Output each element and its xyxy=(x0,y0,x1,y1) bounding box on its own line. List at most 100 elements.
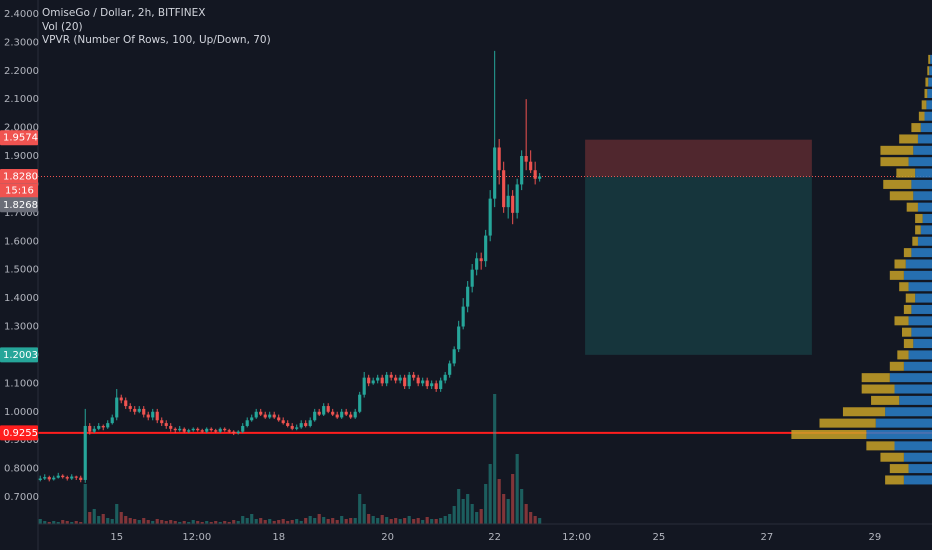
profile-down xyxy=(903,248,912,258)
profile-down xyxy=(911,123,921,133)
volume-bar xyxy=(83,484,87,524)
profile-up xyxy=(915,293,932,303)
volume-bar xyxy=(236,521,240,524)
candle-body xyxy=(538,176,542,179)
profile-up xyxy=(885,407,932,417)
candle-body xyxy=(281,420,285,424)
candle-body xyxy=(38,478,42,480)
x-tick-label: 22 xyxy=(488,532,501,543)
volume-bar xyxy=(335,520,339,524)
volume-bar xyxy=(466,494,470,524)
candle-body xyxy=(335,414,339,418)
candle-body xyxy=(223,428,227,431)
candle-body xyxy=(286,423,290,426)
candle-body xyxy=(349,414,353,418)
volume-bar xyxy=(398,519,402,524)
candle-body xyxy=(74,476,78,478)
y-tick-label: 0.8000 xyxy=(4,464,39,475)
volume-bar xyxy=(259,518,263,524)
candle-body xyxy=(268,414,272,418)
profile-up xyxy=(905,259,932,269)
profile-up xyxy=(911,248,932,258)
candle-body xyxy=(205,428,209,432)
volume-bar xyxy=(38,519,42,524)
volume-bar xyxy=(502,494,506,524)
candle-body xyxy=(155,411,159,421)
price-badge-bg xyxy=(0,347,38,363)
profile-down xyxy=(883,179,912,189)
profile-down xyxy=(906,202,918,212)
volume-bar xyxy=(74,521,78,524)
profile-up xyxy=(920,225,932,235)
candle-body xyxy=(376,377,380,381)
profile-up xyxy=(889,373,932,383)
candle-body xyxy=(133,408,137,412)
profile-up xyxy=(908,282,932,292)
volume-bar xyxy=(349,518,353,524)
profile-up xyxy=(866,429,932,439)
profile-up xyxy=(899,395,932,405)
candle-body xyxy=(497,147,501,171)
volume-bar xyxy=(380,515,384,524)
profile-up xyxy=(922,214,932,224)
volume-bar xyxy=(92,509,96,524)
y-tick-label: 1.4000 xyxy=(4,293,39,304)
profile-up xyxy=(903,361,932,371)
candle-body xyxy=(466,286,470,307)
candle-body xyxy=(88,425,92,432)
profile-down xyxy=(915,214,923,224)
profile-up xyxy=(927,88,932,98)
profile-down xyxy=(915,225,921,235)
volume-bar xyxy=(371,516,375,524)
volume-bar xyxy=(367,514,371,524)
candle-body xyxy=(79,477,83,480)
volume-bar xyxy=(250,514,254,524)
profile-up xyxy=(928,77,932,87)
candle-body xyxy=(83,425,87,480)
x-tick-label: 12:00 xyxy=(182,532,211,543)
candle-body xyxy=(484,235,488,262)
volume-bar xyxy=(457,489,461,524)
candle-body xyxy=(515,184,519,213)
volume-bar xyxy=(308,516,312,524)
candle-body xyxy=(308,420,312,426)
candles xyxy=(38,50,542,483)
profile-down xyxy=(897,350,909,360)
candle-body xyxy=(322,406,326,415)
candle-body xyxy=(380,377,384,384)
volume-bar xyxy=(47,522,51,524)
profile-down xyxy=(791,429,867,439)
profile-down xyxy=(866,441,895,451)
candle-body xyxy=(439,380,443,390)
candle-body xyxy=(506,195,510,208)
profile-up xyxy=(911,327,932,337)
volume-bar xyxy=(515,454,519,524)
volume-bar xyxy=(241,516,245,524)
profile-up xyxy=(894,384,932,394)
volume-bar xyxy=(272,521,276,524)
volume-bar xyxy=(52,521,56,524)
candle-body xyxy=(250,417,254,421)
volume-bar xyxy=(88,512,92,524)
volume-legend: Vol (20) xyxy=(42,21,83,33)
profile-down xyxy=(861,384,895,394)
candle-body xyxy=(529,161,533,171)
profile-down xyxy=(921,100,927,110)
hline-label: 0.9255 xyxy=(3,428,38,439)
volume-bar xyxy=(79,522,83,524)
price-badge: 1.8280 xyxy=(3,171,38,182)
profile-down xyxy=(928,54,931,64)
candle-body xyxy=(344,411,348,415)
profile-down xyxy=(889,270,904,280)
candle-body xyxy=(196,428,200,431)
candle-body xyxy=(479,258,483,262)
candle-body xyxy=(295,427,299,429)
candle-body xyxy=(272,414,276,418)
candle-body xyxy=(254,411,258,418)
volume-bar xyxy=(169,520,173,524)
volume-bar xyxy=(164,521,168,524)
volume-bar xyxy=(317,514,321,524)
volume-bar xyxy=(101,514,105,524)
volume-bar xyxy=(331,518,335,524)
candle-body xyxy=(200,430,204,432)
